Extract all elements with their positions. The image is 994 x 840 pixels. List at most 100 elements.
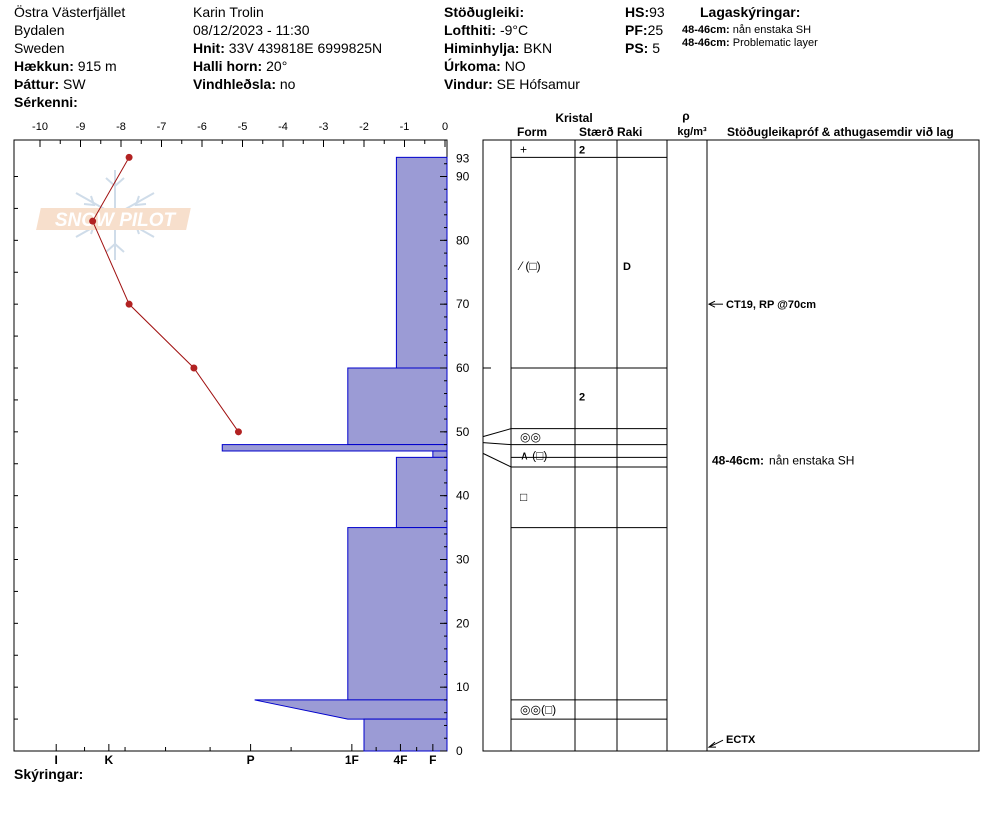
temp-tick-label: -10 (32, 121, 48, 133)
layer-comment-depth: 48-46cm: (712, 454, 764, 468)
hardness-tick-label: F (429, 753, 436, 767)
density-symbol: ρ (682, 109, 689, 123)
height-tick-label: 70 (456, 297, 470, 311)
comments-label: Skýringar: (14, 766, 84, 782)
hardness-bar (432, 450, 448, 458)
height-tick-label: 30 (456, 553, 470, 567)
hardness-tick-label: 4F (393, 753, 407, 767)
height-tick-label: 20 (456, 616, 470, 630)
pf-value: 25 (647, 22, 664, 38)
temperature-point (234, 428, 242, 436)
foot-penetration: PF:25 (625, 22, 663, 38)
wind-loading-value: no (279, 76, 296, 92)
air-temp-label: Lofthiti: (444, 22, 497, 38)
layer-note-depth: 48-46cm: (682, 24, 730, 36)
observation-datetime: 08/12/2023 - 11:30 (193, 22, 310, 38)
grain-size: 2 (579, 392, 585, 404)
wind: Vindur: SE Hófsamur (444, 76, 580, 92)
height-tick-label: 80 (456, 233, 470, 247)
temp-tick-label: -3 (319, 121, 329, 133)
wind-label: Vindur: (444, 76, 493, 92)
test-arrowhead (707, 300, 716, 308)
grain-form-symbol: ◎◎(□) (520, 703, 556, 717)
grain-form-symbol: ⁄ (□) (517, 259, 541, 273)
hs-label: HS: (625, 4, 650, 20)
precip-label: Úrkoma: (444, 58, 501, 74)
elevation-value: 915 m (77, 58, 117, 74)
aspect: Þáttur: SW (14, 76, 86, 92)
wind-loading-label: Vindhleðsla: (193, 76, 276, 92)
coords-label: Hnit: (193, 40, 225, 56)
height-tick-label: 50 (456, 425, 470, 439)
temp-tick-label: -5 (238, 121, 248, 133)
grain-form-symbol: + (520, 143, 527, 157)
slope: Halli horn: 20° (193, 58, 287, 74)
grain-form-symbol: ∧ (□) (520, 448, 547, 462)
hardness-bar (254, 699, 448, 720)
temp-tick-label: -7 (157, 121, 167, 133)
layer-note-depth: 48-46cm: (682, 37, 730, 49)
observer-name: Karin Trolin (193, 4, 264, 20)
height-tick-label: 10 (456, 680, 470, 694)
air-temperature: Lofthiti: -9°C (444, 22, 528, 38)
grain-size: 2 (579, 145, 585, 157)
stability-test-label: ECTX (726, 734, 756, 746)
temp-tick-label: -9 (76, 121, 86, 133)
layer-note-text: Problematic layer (732, 37, 818, 49)
stability-label: Stöðugleiki: (444, 4, 525, 20)
size-header: Stærð (579, 125, 614, 139)
location-name: Östra Västerfjället (14, 4, 126, 20)
logo-text: SNOW PILOT (55, 210, 177, 231)
features-label: Sérkenni: (14, 94, 78, 110)
hardness-bar (347, 527, 448, 701)
grain-form-symbol: □ (520, 490, 527, 504)
test-arrow (708, 739, 724, 748)
layer-note-text: nån enstaka SH (732, 24, 812, 36)
snow-height: HS:93 (625, 4, 665, 20)
precipitation: Úrkoma: NO (444, 58, 526, 74)
stability-test-label: CT19, RP @70cm (726, 299, 816, 311)
height-tick-label: 40 (456, 489, 470, 503)
height-top-label: 93 (456, 151, 470, 165)
moisture-header: Raki (617, 125, 642, 139)
temp-tick-label: -2 (359, 121, 369, 133)
grain-form-symbol: ◎◎ (520, 430, 541, 444)
air-temp-value: -9°C (499, 22, 529, 38)
hardness-bar (395, 456, 448, 529)
hardness-tick-label: K (105, 753, 114, 767)
crystal-header: Kristal (555, 111, 592, 125)
pf-label: PF: (625, 22, 648, 38)
hardness-bar (395, 156, 448, 369)
temperature-point (125, 300, 133, 308)
hardness-bar (221, 444, 448, 452)
precip-value: NO (504, 58, 526, 74)
hardness-bar (363, 718, 448, 752)
temp-tick-label: -4 (278, 121, 288, 133)
temp-tick-label: -6 (197, 121, 207, 133)
sky-label: Himinhylja: (444, 40, 520, 56)
elevation-label: Hækkun: (14, 58, 74, 74)
hardness-tick-label: 1F (345, 753, 359, 767)
tests-header: Stöðugleikapróf & athugasemdir við lag (727, 125, 954, 139)
hardness-bar (347, 367, 448, 446)
coordinates: Hnit: 33V 439818E 6999825N (193, 40, 382, 56)
layer-connector (482, 428, 512, 438)
height-tick-label: 60 (456, 361, 470, 375)
sky-value: BKN (523, 40, 553, 56)
form-header: Form (517, 125, 547, 139)
layer-notes-label: Lagaskýringar: (700, 4, 801, 20)
layer-note: 48-46cm: Problematic layer (682, 37, 818, 50)
layer-connector (482, 452, 512, 468)
slope-label: Halli horn: (193, 58, 263, 74)
temp-tick-label: -8 (116, 121, 126, 133)
layer-connector (482, 442, 512, 446)
moisture-code: D (623, 261, 631, 273)
test-arrowhead (707, 741, 716, 748)
country-name: Sweden (14, 40, 65, 56)
temperature-point (190, 364, 198, 372)
temperature-point (89, 217, 97, 225)
wind-value: SE Hófsamur (496, 76, 580, 92)
ski-penetration: PS: 5 (625, 40, 660, 56)
layer-comment: 48-46cm: nån enstaka SH (712, 454, 854, 468)
